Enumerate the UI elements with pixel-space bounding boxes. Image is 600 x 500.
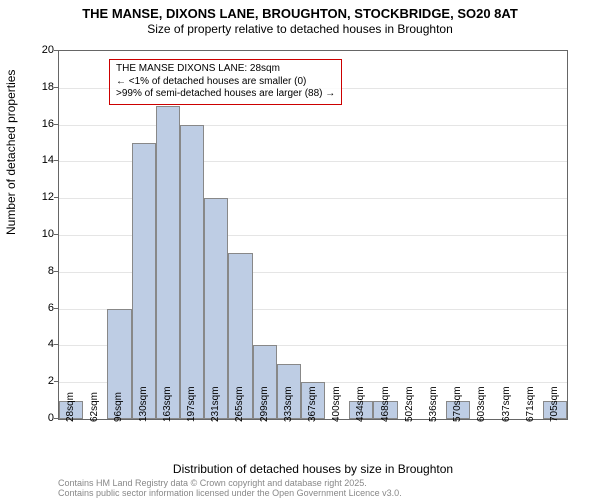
y-tick-label: 18 [14, 81, 54, 93]
grid-line [59, 125, 567, 126]
bar [156, 106, 180, 419]
y-tick-label: 16 [14, 118, 54, 130]
x-tick-label: 96sqm [113, 392, 124, 422]
y-tick-label: 10 [14, 228, 54, 240]
x-tick-label: 637sqm [501, 386, 512, 422]
chart-container: THE MANSE, DIXONS LANE, BROUGHTON, STOCK… [0, 0, 600, 500]
chart-title-line1: THE MANSE, DIXONS LANE, BROUGHTON, STOCK… [0, 6, 600, 22]
plot-area: THE MANSE DIXONS LANE: 28sqm ← <1% of de… [58, 50, 568, 420]
x-tick-label: 468sqm [380, 386, 391, 422]
callout-line: ← <1% of detached houses are smaller (0) [116, 76, 335, 89]
x-tick-label: 603sqm [476, 386, 487, 422]
callout-line: THE MANSE DIXONS LANE: 28sqm [116, 63, 335, 76]
x-tick-label: 434sqm [355, 386, 366, 422]
y-tick-label: 4 [14, 338, 54, 350]
x-tick-label: 163sqm [162, 386, 173, 422]
x-tick-label: 130sqm [138, 386, 149, 422]
x-tick-label: 536sqm [428, 386, 439, 422]
chart-title-line2: Size of property relative to detached ho… [0, 22, 600, 37]
x-axis-title: Distribution of detached houses by size … [58, 462, 568, 476]
y-tick-label: 0 [14, 412, 54, 424]
y-tick-label: 20 [14, 44, 54, 56]
x-tick-label: 28sqm [65, 392, 76, 422]
y-tick-label: 14 [14, 154, 54, 166]
x-tick-label: 333sqm [283, 386, 294, 422]
x-tick-label: 197sqm [186, 386, 197, 422]
chart-title-block: THE MANSE, DIXONS LANE, BROUGHTON, STOCK… [0, 0, 600, 37]
x-tick-label: 400sqm [331, 386, 342, 422]
y-tick-label: 12 [14, 191, 54, 203]
bar [132, 143, 156, 419]
y-tick-label: 8 [14, 265, 54, 277]
callout-line: >99% of semi-detached houses are larger … [116, 88, 335, 101]
x-tick-label: 671sqm [525, 386, 536, 422]
y-axis-title: Number of detached properties [4, 70, 18, 235]
x-tick-label: 62sqm [89, 392, 100, 422]
x-tick-label: 502sqm [404, 386, 415, 422]
x-tick-label: 570sqm [452, 386, 463, 422]
x-tick-label: 265sqm [234, 386, 245, 422]
x-tick-label: 231sqm [210, 386, 221, 422]
callout-box: THE MANSE DIXONS LANE: 28sqm ← <1% of de… [109, 59, 342, 105]
x-tick-label: 367sqm [307, 386, 318, 422]
x-tick-label: 705sqm [549, 386, 560, 422]
footer-line: Contains HM Land Registry data © Crown c… [58, 478, 402, 488]
bar [180, 125, 204, 419]
y-tick-label: 2 [14, 375, 54, 387]
footer-line: Contains public sector information licen… [58, 488, 402, 498]
y-tick-label: 6 [14, 302, 54, 314]
footer-credits: Contains HM Land Registry data © Crown c… [58, 478, 402, 499]
x-tick-label: 299sqm [259, 386, 270, 422]
